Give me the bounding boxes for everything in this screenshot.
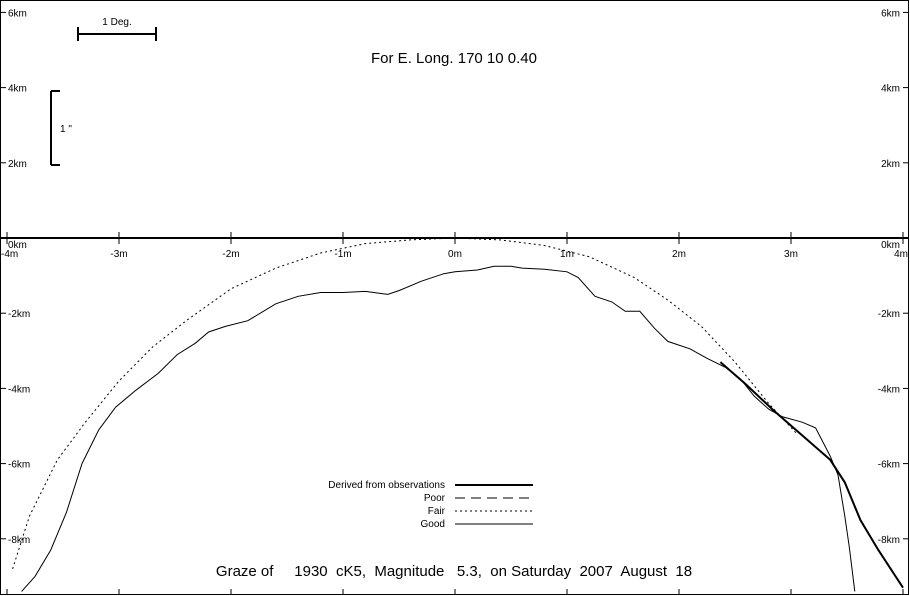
y-tick-label-left: -6km [8, 460, 30, 471]
degree-scale-bar: 1 Deg. [77, 17, 157, 41]
y-tick-label-right: -4km [878, 384, 900, 395]
y-tick-label-left: 2km [8, 159, 27, 170]
x-tick-label: 2m [672, 249, 686, 260]
series-line-thick [719, 361, 904, 589]
y-tick-label-left: 6km [8, 8, 27, 19]
arcsecond-scale-bar: 1 " [50, 90, 72, 166]
legend-label: Good [421, 519, 445, 530]
x-tick-label: 0m [448, 249, 462, 260]
y-tick-label-left: 0km [8, 240, 27, 251]
x-tick-label: 1m [560, 249, 574, 260]
y-tick-label-right: -6km [878, 460, 900, 471]
y-tick-label-right: -8km [878, 535, 900, 546]
series-line-solid [21, 265, 856, 592]
y-tick-label-left: -8km [8, 535, 30, 546]
x-tick-label: 3m [784, 249, 798, 260]
x-tick-label: 4m [894, 249, 908, 260]
legend-label: Poor [424, 493, 446, 504]
x-tick-label: -2m [222, 249, 239, 260]
chart-title: For E. Long. 170 10 0.40 [371, 50, 537, 67]
y-tick-label-left: 4km [8, 84, 27, 95]
series-line-dotted [12, 237, 797, 570]
y-tick-label-left: -2km [8, 309, 30, 320]
arcsecond-scale-label: 1 " [60, 124, 72, 135]
series-layer [12, 237, 904, 592]
degree-scale-label: 1 Deg. [102, 17, 131, 28]
y-tick-label-right: 4km [881, 84, 900, 95]
y-tick-label-right: 0km [881, 240, 900, 251]
legend: Derived from observations Poor Fair Good [328, 480, 533, 530]
y-tick-label-right: 2km [881, 159, 900, 170]
legend-label: Derived from observations [328, 480, 445, 491]
y-tick-label-left: -4km [8, 384, 30, 395]
x-tick-label: -3m [110, 249, 127, 260]
chart-footer: Graze of 1930 cK5, Magnitude 5.3, on Sat… [216, 563, 692, 580]
x-tick-label: -4m [1, 249, 18, 260]
y-tick-label-right: -2km [878, 309, 900, 320]
legend-label: Fair [428, 506, 446, 517]
x-tick-label: -1m [334, 249, 351, 260]
ticks-layer: -4m -3m -2m -1m 0m 1m 2m 3m 4m 6km 4km 2km 0km -2km -4… [1, 8, 908, 595]
y-tick-label-right: 6km [881, 8, 900, 19]
